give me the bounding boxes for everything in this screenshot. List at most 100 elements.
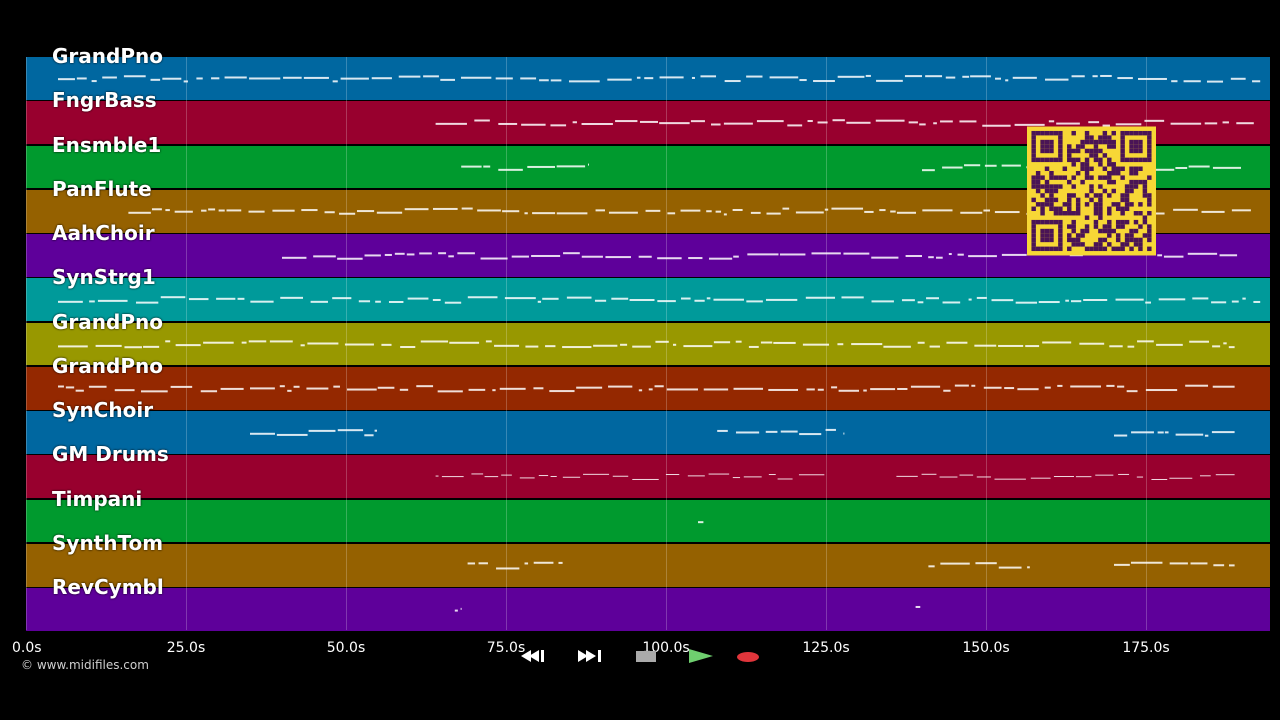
note bbox=[478, 562, 488, 565]
track-lane[interactable] bbox=[26, 322, 1270, 366]
note bbox=[474, 119, 490, 122]
note bbox=[524, 212, 528, 215]
note bbox=[1127, 345, 1135, 348]
note bbox=[65, 386, 75, 389]
note bbox=[1212, 385, 1235, 388]
note bbox=[645, 209, 661, 212]
note bbox=[344, 343, 374, 346]
track-lane[interactable] bbox=[26, 411, 1270, 454]
note bbox=[1215, 474, 1235, 476]
note bbox=[968, 255, 997, 258]
note bbox=[496, 567, 520, 570]
rewind-button[interactable] bbox=[511, 643, 563, 669]
note bbox=[1115, 298, 1144, 301]
note bbox=[1192, 297, 1209, 300]
note bbox=[300, 344, 305, 347]
note bbox=[1219, 254, 1238, 257]
note bbox=[817, 121, 828, 124]
note bbox=[432, 298, 441, 301]
copyright-text: © www.midifiles.com bbox=[21, 658, 149, 672]
note bbox=[691, 76, 695, 79]
gridline bbox=[1146, 57, 1147, 630]
note bbox=[76, 77, 87, 80]
note bbox=[201, 209, 207, 212]
note bbox=[799, 433, 822, 436]
note bbox=[371, 77, 392, 80]
note bbox=[1070, 385, 1101, 388]
note bbox=[875, 119, 905, 122]
note bbox=[1230, 77, 1246, 80]
track-label: AahChoir bbox=[52, 221, 155, 245]
note bbox=[756, 120, 784, 123]
note bbox=[420, 340, 449, 343]
note bbox=[471, 473, 484, 475]
note bbox=[709, 257, 733, 260]
note bbox=[1114, 563, 1130, 566]
track-label: GM Drums bbox=[52, 442, 169, 467]
note bbox=[188, 298, 209, 301]
note bbox=[837, 343, 844, 346]
note bbox=[1171, 80, 1178, 83]
note bbox=[556, 165, 586, 168]
gridline bbox=[826, 57, 827, 630]
note bbox=[1075, 476, 1092, 478]
track-lane[interactable] bbox=[26, 543, 1270, 587]
note bbox=[706, 297, 711, 300]
note bbox=[802, 343, 830, 346]
note bbox=[817, 388, 824, 391]
track-lane[interactable] bbox=[26, 499, 1270, 543]
stop-button[interactable] bbox=[622, 643, 671, 669]
note bbox=[525, 345, 539, 348]
note bbox=[511, 255, 529, 258]
note bbox=[1048, 120, 1055, 123]
note bbox=[483, 165, 491, 168]
fast-forward-button[interactable] bbox=[570, 643, 615, 669]
note bbox=[1157, 254, 1163, 257]
note bbox=[629, 299, 655, 302]
track-lane[interactable] bbox=[26, 588, 1270, 631]
note bbox=[657, 257, 682, 260]
note bbox=[499, 387, 526, 390]
note bbox=[971, 384, 976, 387]
note bbox=[917, 301, 924, 304]
note bbox=[883, 345, 911, 348]
note bbox=[416, 385, 434, 388]
note bbox=[713, 298, 744, 301]
note bbox=[384, 253, 392, 256]
qr-code-icon[interactable] bbox=[1027, 126, 1156, 256]
note bbox=[1042, 341, 1072, 344]
note bbox=[1065, 299, 1069, 302]
note bbox=[1228, 346, 1235, 349]
record-icon bbox=[737, 652, 759, 662]
note bbox=[313, 255, 336, 258]
note bbox=[994, 478, 1026, 480]
note bbox=[942, 301, 961, 304]
note bbox=[940, 120, 953, 123]
note bbox=[760, 341, 773, 344]
play-button[interactable] bbox=[675, 643, 720, 669]
note bbox=[124, 346, 142, 349]
note bbox=[1223, 342, 1227, 345]
note bbox=[308, 429, 336, 432]
note bbox=[632, 345, 651, 348]
note bbox=[175, 344, 201, 347]
note bbox=[224, 76, 247, 79]
note bbox=[1158, 298, 1186, 301]
note bbox=[324, 211, 335, 214]
note bbox=[665, 474, 680, 476]
note bbox=[706, 210, 712, 213]
record-button[interactable] bbox=[725, 643, 769, 669]
note bbox=[910, 385, 941, 388]
track-label: Timpani bbox=[52, 486, 143, 511]
note bbox=[945, 76, 956, 79]
note bbox=[480, 257, 508, 260]
note bbox=[114, 389, 135, 392]
note bbox=[715, 210, 722, 213]
note bbox=[356, 210, 375, 213]
note bbox=[282, 256, 307, 259]
note bbox=[838, 389, 860, 392]
note bbox=[307, 342, 339, 345]
track-label: SynthTom bbox=[52, 530, 164, 555]
note bbox=[975, 562, 997, 565]
tick-label: 50.0s bbox=[326, 640, 366, 656]
